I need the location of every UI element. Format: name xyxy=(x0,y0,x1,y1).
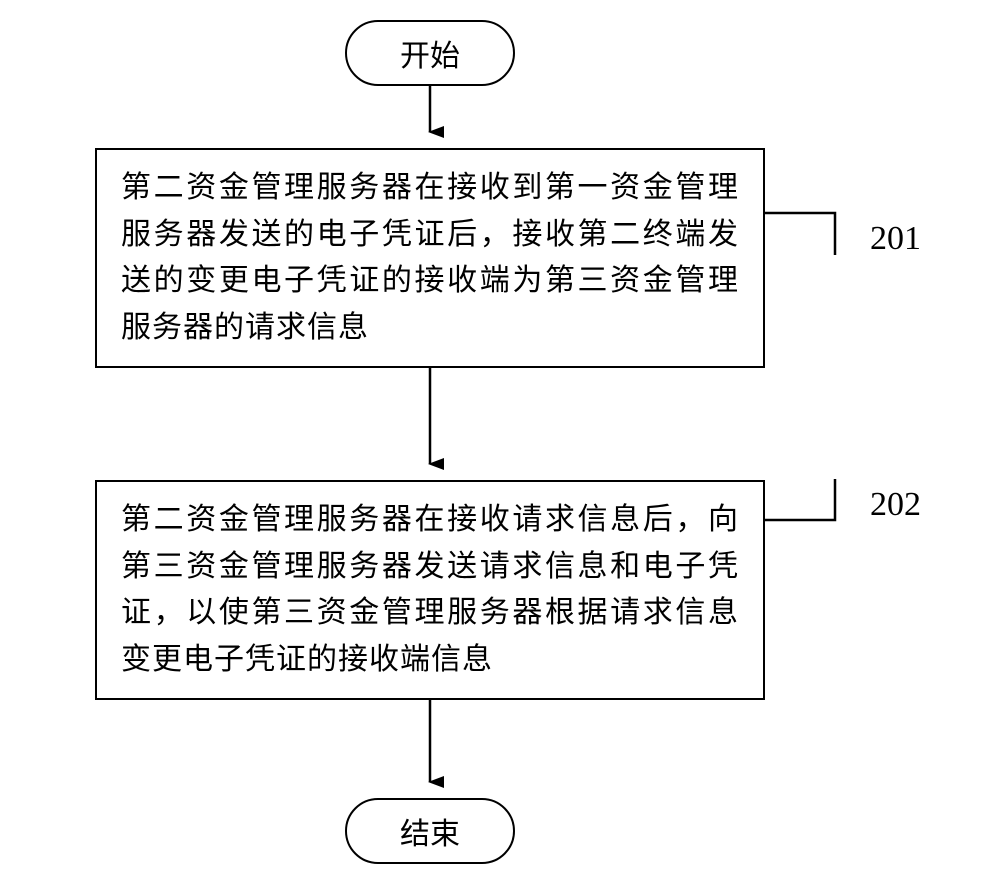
connectors xyxy=(0,0,1000,887)
callout-202: 202 xyxy=(870,486,921,524)
leader-202 xyxy=(765,479,835,520)
end-label: 结束 xyxy=(400,809,460,853)
process-201-text: 第二资金管理服务器在接收到第一资金管理服务器发送的电子凭证后，接收第二终端发送的… xyxy=(121,165,739,351)
process-201: 第二资金管理服务器在接收到第一资金管理服务器发送的电子凭证后，接收第二终端发送的… xyxy=(95,148,765,368)
flowchart-canvas: 开始 第二资金管理服务器在接收到第一资金管理服务器发送的电子凭证后，接收第二终端… xyxy=(0,0,1000,887)
leader-201 xyxy=(765,213,835,255)
callout-201: 201 xyxy=(870,220,921,258)
start-label: 开始 xyxy=(400,31,460,75)
process-202-text: 第二资金管理服务器在接收请求信息后，向第三资金管理服务器发送请求信息和电子凭证，… xyxy=(121,497,739,683)
start-terminator: 开始 xyxy=(345,20,515,86)
end-terminator: 结束 xyxy=(345,798,515,864)
process-202: 第二资金管理服务器在接收请求信息后，向第三资金管理服务器发送请求信息和电子凭证，… xyxy=(95,480,765,700)
